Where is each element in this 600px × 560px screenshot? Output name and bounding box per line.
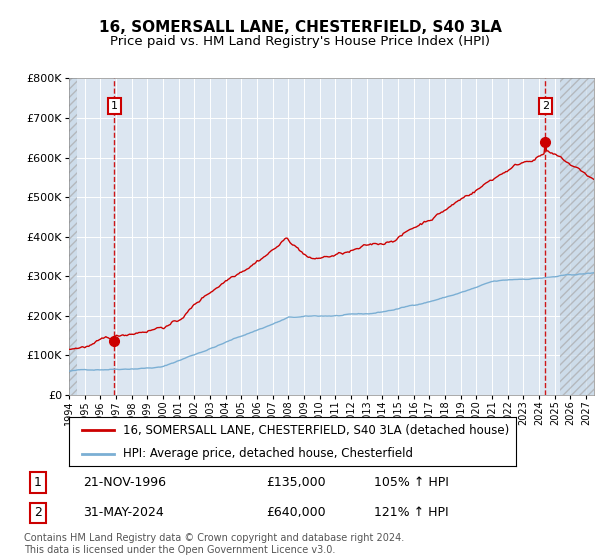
Text: 105% ↑ HPI: 105% ↑ HPI <box>374 476 449 489</box>
Text: 121% ↑ HPI: 121% ↑ HPI <box>374 506 448 519</box>
Text: 16, SOMERSALL LANE, CHESTERFIELD, S40 3LA (detached house): 16, SOMERSALL LANE, CHESTERFIELD, S40 3L… <box>122 424 509 437</box>
Text: 1: 1 <box>34 476 42 489</box>
Text: Price paid vs. HM Land Registry's House Price Index (HPI): Price paid vs. HM Land Registry's House … <box>110 35 490 48</box>
Text: Contains HM Land Registry data © Crown copyright and database right 2024.
This d: Contains HM Land Registry data © Crown c… <box>24 533 404 555</box>
Text: £135,000: £135,000 <box>266 476 326 489</box>
Text: £640,000: £640,000 <box>266 506 326 519</box>
Text: 2: 2 <box>542 101 549 111</box>
Text: HPI: Average price, detached house, Chesterfield: HPI: Average price, detached house, Ches… <box>122 447 413 460</box>
Text: 16, SOMERSALL LANE, CHESTERFIELD, S40 3LA: 16, SOMERSALL LANE, CHESTERFIELD, S40 3L… <box>98 20 502 35</box>
Text: 2: 2 <box>34 506 42 519</box>
Text: 21-NOV-1996: 21-NOV-1996 <box>83 476 166 489</box>
Text: 1: 1 <box>111 101 118 111</box>
Bar <box>69 78 77 395</box>
Text: 31-MAY-2024: 31-MAY-2024 <box>83 506 164 519</box>
Bar <box>560 78 594 395</box>
